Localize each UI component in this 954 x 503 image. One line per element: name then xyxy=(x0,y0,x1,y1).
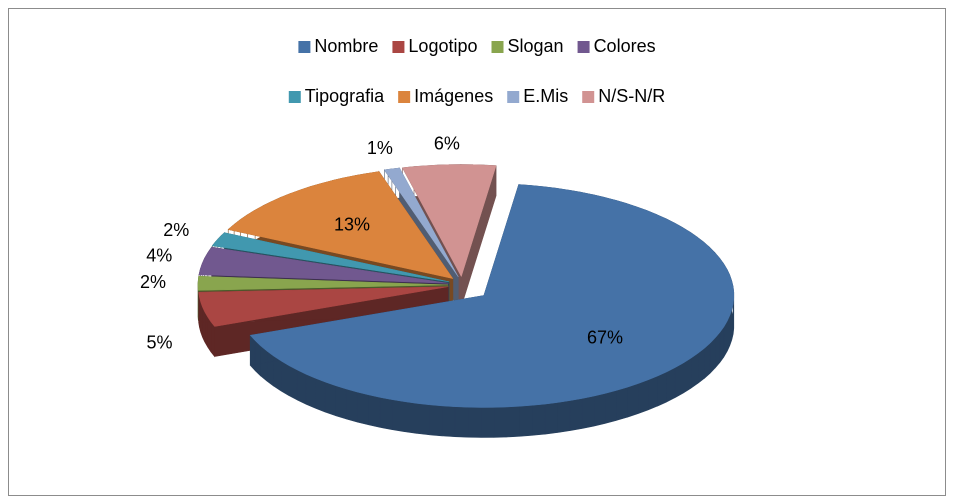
slice-top xyxy=(211,232,450,283)
slice-top xyxy=(198,246,449,284)
data-label: 2% xyxy=(140,272,166,292)
data-label: 1% xyxy=(367,138,393,158)
legend-swatch xyxy=(398,91,411,103)
data-label: 6% xyxy=(434,133,460,153)
legend-swatch xyxy=(577,41,590,53)
legend-swatch xyxy=(507,91,520,103)
legend-label: Logotipo xyxy=(408,36,477,56)
slice xyxy=(249,184,735,438)
slice-top xyxy=(198,286,449,327)
legend-item: Slogan xyxy=(491,36,564,56)
data-label: 13% xyxy=(334,215,370,235)
legend-item: Nombre xyxy=(298,36,378,56)
legend-item: N/S-N/R xyxy=(582,86,665,106)
legend-swatch xyxy=(298,41,311,53)
legend-swatch xyxy=(582,91,595,103)
legend-swatch xyxy=(392,41,405,53)
slice-top xyxy=(249,184,735,408)
legend-item: Colores xyxy=(577,36,656,56)
legend-label: N/S-N/R xyxy=(598,86,665,106)
legend-item: Logotipo xyxy=(392,36,478,56)
slice-top xyxy=(227,171,454,279)
data-label: 4% xyxy=(146,245,172,265)
legend-label: Tipografia xyxy=(305,86,385,106)
data-label: 5% xyxy=(147,332,173,352)
legend-label: Colores xyxy=(594,36,656,56)
legend-item: Imágenes xyxy=(398,86,493,106)
slice-top xyxy=(197,276,449,291)
legend-item: E.Mis xyxy=(507,86,568,106)
legend-label: E.Mis xyxy=(523,86,568,106)
legend-swatch xyxy=(491,41,504,53)
data-label: 67% xyxy=(587,328,623,348)
data-label: 2% xyxy=(163,220,189,240)
slice-top xyxy=(402,164,497,278)
legend-label: Imágenes xyxy=(414,86,493,106)
slice-top xyxy=(383,167,459,278)
legend-item: Tipografia xyxy=(288,86,385,106)
legend-label: Nombre xyxy=(314,36,378,56)
legend-swatch xyxy=(288,91,301,103)
legend-label: Slogan xyxy=(508,36,564,56)
